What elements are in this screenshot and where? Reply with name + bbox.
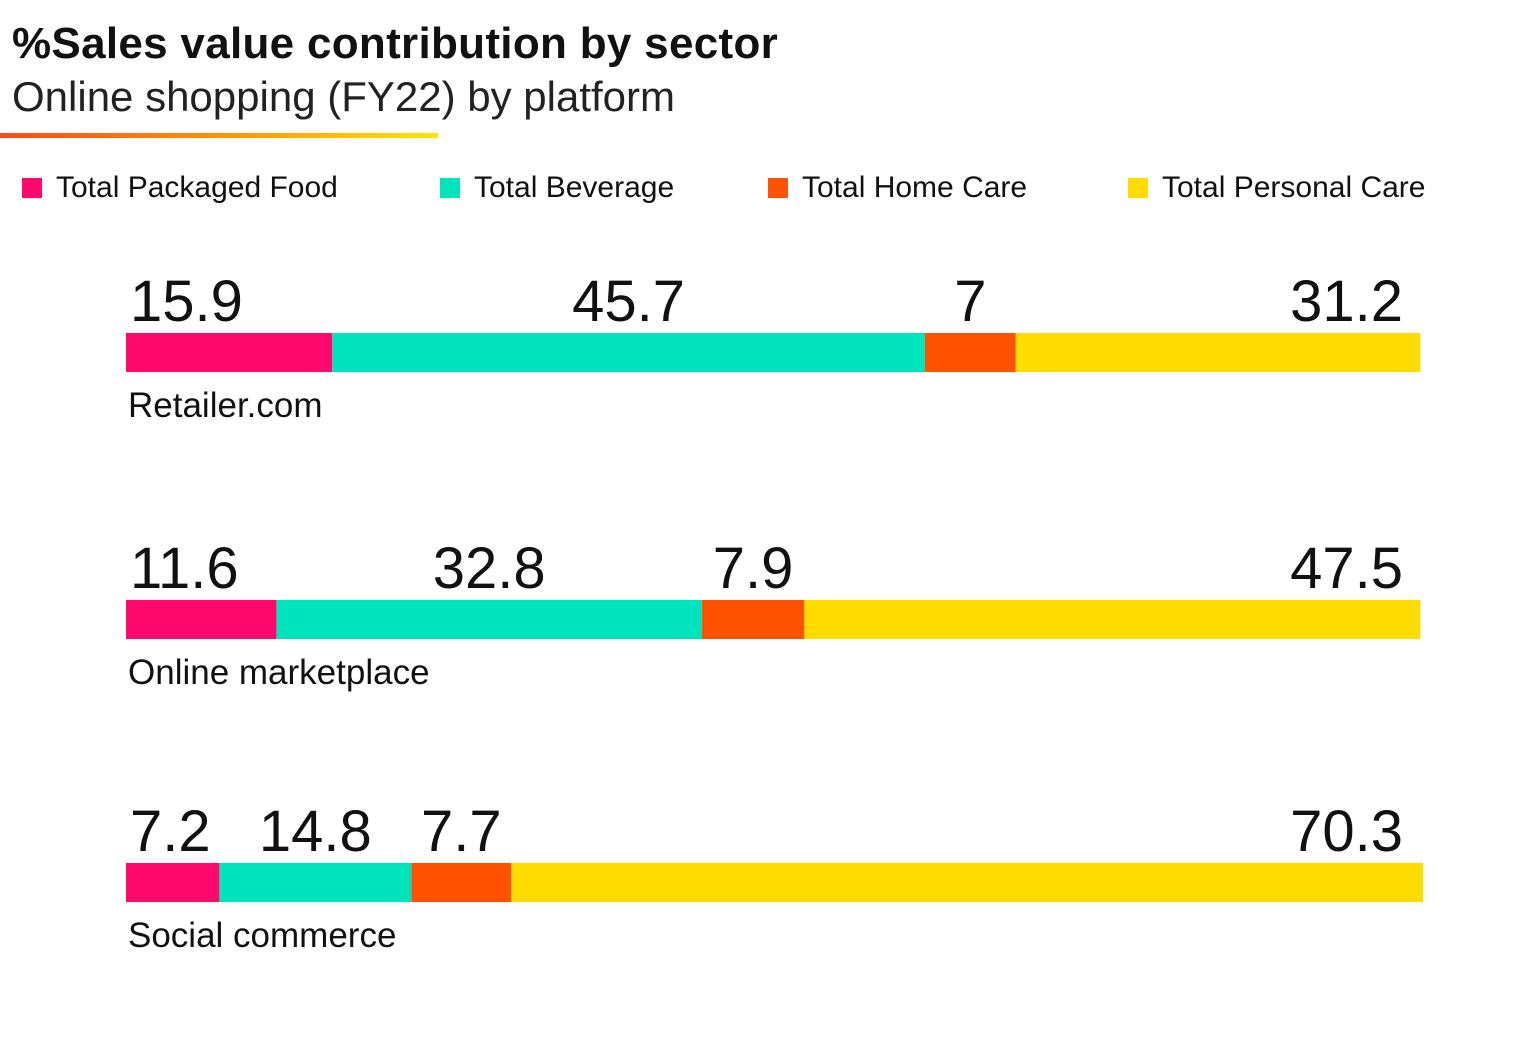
bar-segment-social-commerce-total-beverage xyxy=(219,863,412,902)
legend-item-packaged-food: Total Packaged Food xyxy=(22,168,338,208)
value-label-social-commerce-total-personal-care: 70.3 xyxy=(1290,799,1403,864)
value-label-social-commerce-total-packaged-food: 7.2 xyxy=(130,799,211,864)
legend-swatch-packaged-food xyxy=(22,178,42,198)
chart-subtitle: Online shopping (FY22) by platform xyxy=(12,73,675,120)
bar-segment-social-commerce-total-home-care xyxy=(411,863,512,902)
legend-label-home-care: Total Home Care xyxy=(802,171,1028,204)
value-label-retailer-com-total-packaged-food: 15.9 xyxy=(130,269,243,334)
bar-segment-online-marketplace-total-packaged-food xyxy=(126,600,277,639)
bar-segment-retailer-com-total-packaged-food xyxy=(126,333,333,372)
value-label-online-marketplace-total-home-care: 7.9 xyxy=(713,536,794,601)
bar-segment-online-marketplace-total-personal-care xyxy=(804,600,1421,639)
category-label-retailer-com: Retailer.com xyxy=(128,386,323,425)
bar-segment-social-commerce-total-packaged-food xyxy=(126,863,220,902)
legend-swatch-personal-care xyxy=(1128,178,1148,198)
legend-item-home-care: Total Home Care xyxy=(768,168,1027,208)
value-label-social-commerce-total-beverage: 14.8 xyxy=(259,799,372,864)
legend-swatch-home-care xyxy=(768,178,788,198)
bar-segment-online-marketplace-total-beverage xyxy=(276,600,702,639)
bar-segment-retailer-com-total-personal-care xyxy=(1015,333,1421,372)
value-label-social-commerce-total-home-care: 7.7 xyxy=(421,799,502,864)
legend-swatch-beverage xyxy=(440,178,460,198)
legend-label-personal-care: Total Personal Care xyxy=(1162,171,1426,204)
legend: Total Packaged Food Total Beverage Total… xyxy=(0,168,1529,208)
category-label-online-marketplace: Online marketplace xyxy=(128,653,430,692)
value-label-online-marketplace-total-beverage: 32.8 xyxy=(433,536,546,601)
bar-segment-retailer-com-total-home-care xyxy=(924,333,1016,372)
legend-item-personal-care: Total Personal Care xyxy=(1128,168,1425,208)
value-label-online-marketplace-total-personal-care: 47.5 xyxy=(1290,536,1403,601)
bar-segment-online-marketplace-total-home-care xyxy=(701,600,805,639)
legend-item-beverage: Total Beverage xyxy=(440,168,674,208)
value-label-retailer-com-total-home-care: 7 xyxy=(954,269,986,334)
bar-segment-retailer-com-total-beverage xyxy=(332,333,925,372)
value-label-retailer-com-total-personal-care: 31.2 xyxy=(1290,269,1403,334)
legend-label-packaged-food: Total Packaged Food xyxy=(56,171,338,204)
title-accent-line xyxy=(0,133,438,138)
bar-segment-social-commerce-total-personal-care xyxy=(511,863,1424,902)
legend-label-beverage: Total Beverage xyxy=(474,171,675,204)
value-label-online-marketplace-total-packaged-food: 11.6 xyxy=(130,536,239,601)
category-label-social-commerce: Social commerce xyxy=(128,916,396,955)
value-label-retailer-com-total-beverage: 45.7 xyxy=(572,269,685,334)
chart-title: %Sales value contribution by sector xyxy=(12,19,779,68)
